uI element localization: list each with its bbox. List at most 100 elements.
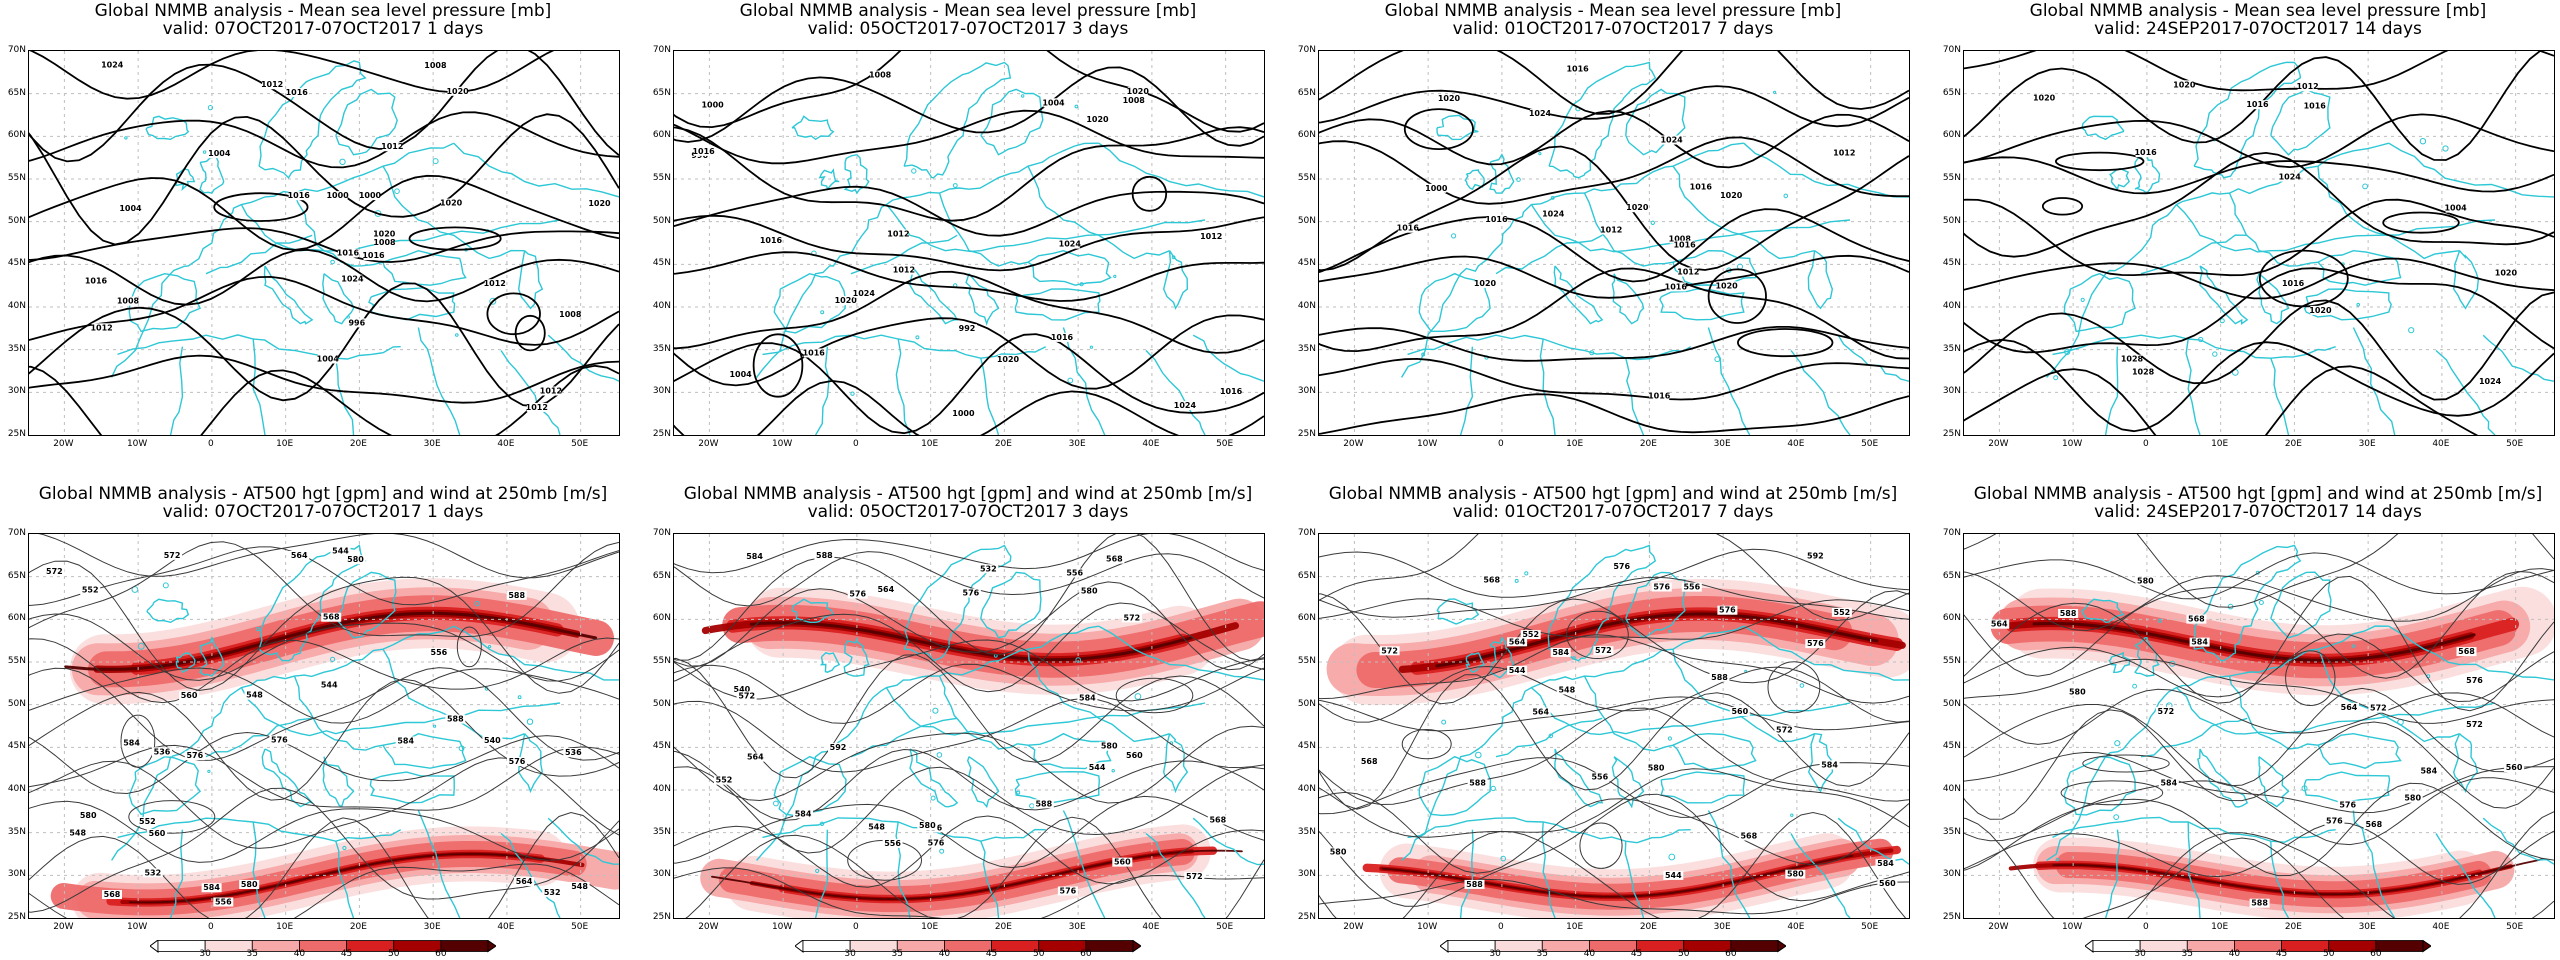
contour-value-label: 588 [1711,673,1728,682]
lon-tick-label: 30E [1068,439,1086,449]
contour-value-label: 1000 [1425,184,1448,193]
coastline-layer [2046,544,2554,918]
contour-value-label: 1016 [337,249,360,258]
lon-tick-label: 50E [1216,922,1234,932]
contour-value-label: 1024 [1529,109,1552,118]
lat-tick-label: 65N [7,570,26,581]
panel-title: Global NMMB analysis - Mean sea level pr… [663,2,1273,38]
contour-value-label: 584 [397,737,414,746]
contour-value-label: 568 [1483,576,1500,585]
lat-tick-label: 45N [1297,258,1316,269]
lat-tick-label: 30N [7,386,26,397]
contour-value-label: 568 [1106,555,1123,564]
lat-tick-label: 35N [1297,826,1316,837]
contour-value-label: 560 [1126,751,1143,760]
lon-tick-label: 10W [1416,922,1438,932]
lat-tick-label: 25N [7,429,26,439]
lon-tick-label: 50E [1216,439,1234,449]
lat-tick-label: 50N [1942,215,1961,226]
contour-value-label: 1020 [997,355,1020,364]
colorbar-tick-label: 40 [1583,949,1596,959]
contour-value-label: 584 [795,809,812,818]
contour-value-label: 1020 [2173,80,2196,89]
lat-tick-label: 45N [7,741,26,752]
lat-tick-label: 60N [652,613,671,624]
contour-value-label: 580 [1787,870,1804,879]
contour-value-label: 1012 [381,142,403,151]
contour-value-label: 576 [2466,676,2483,685]
contour-value-label: 588 [447,715,464,724]
contour-value-label: 1024 [1660,136,1683,145]
contour-value-label: 548 [868,822,885,831]
contour-value-label: 1016 [1566,64,1589,73]
lat-tick-label: 60N [652,130,671,141]
contour-value-label: 560 [181,691,198,700]
contour-value-label: 560 [1731,707,1748,716]
panel-title-line2: valid: 07OCT2017-07OCT2017 1 days [162,502,484,522]
contour-value-label: 1016 [2134,148,2157,157]
contour-value-label: 1004 [317,355,340,364]
contour-value-label: 1028 [2121,355,2144,364]
lat-tick-label: 50N [652,215,671,226]
lat-tick-label: 35N [1297,343,1316,354]
contour-value-label: 580 [1330,848,1347,857]
contour-value-label: 568 [1740,832,1757,841]
contour-value-label: 1024 [1542,210,1565,219]
lat-tick-label: 40N [652,301,671,311]
lon-tick-label: 20W [53,439,74,449]
coastline-layer [756,61,1264,435]
contour-value-label: 548 [246,691,263,700]
contour-value-label: 1004 [208,149,231,158]
lon-tick-label: 50E [571,922,589,932]
lat-tick-label: 50N [1297,215,1316,226]
contour-value-label: 1012 [1200,232,1222,241]
contour-value-label: 568 [104,890,121,899]
contour-value-label: 572 [46,567,63,576]
colorbar-tick-label: 50 [1032,949,1045,959]
lon-tick-label: 20W [1343,439,1364,449]
contour-value-label: 576 [1719,606,1736,615]
lat-tick-label: 30N [1297,869,1316,880]
lon-tick-label: 20E [994,922,1012,932]
lon-tick-label: 50E [1861,439,1879,449]
lat-tick-label: 50N [7,215,26,226]
contour-value-label: 564 [747,753,764,762]
contour-value-label: 568 [1209,816,1226,825]
contour-value-label: 544 [1665,871,1682,880]
lon-tick-label: 40E [497,922,515,932]
lon-tick-label: 0 [2143,439,2149,449]
contour-value-label: 584 [1079,694,1096,703]
contour-value-label: 576 [1807,639,1824,648]
contour-value-label: 572 [164,551,181,560]
lon-tick-label: 20W [1988,439,2009,449]
contour-value-label: 556 [884,839,901,848]
contour-value-label: 1000 [326,191,349,200]
lat-tick-label: 30N [1942,386,1961,397]
lon-tick-label: 10E [921,439,939,449]
colorbar-tick-label: 30 [199,949,211,959]
lon-tick-label: 10E [1566,439,1584,449]
lat-tick-label: 65N [7,87,26,98]
contour-value-label: 1012 [893,266,915,275]
lon-tick-label: 40E [2432,922,2450,932]
lon-tick-label: 20W [698,439,719,449]
contour-value-label: 544 [1509,666,1526,675]
colorbar-tick-label: 35 [891,949,903,959]
lat-tick-label: 55N [1297,656,1316,666]
lon-tick-label: 40E [1142,922,1160,932]
contour-value-label: 584 [1877,859,1894,868]
wind-shading-layer [1990,586,2554,918]
colorbar-tick-label: 35 [246,949,258,959]
lon-tick-label: 10W [126,922,148,932]
contour-value-label: 588 [2251,899,2268,908]
lon-tick-label: 30E [1713,922,1731,932]
lon-tick-label: 40E [1787,922,1805,932]
panel-title: Global NMMB analysis - AT500 hgt [gpm] a… [1308,485,1918,521]
colorbar-tick-label: 30 [1489,949,1501,959]
lon-tick-label: 0 [853,922,859,932]
lat-tick-label: 30N [652,869,671,880]
wind-colorbar [2085,940,2431,953]
colorbar-tick-label: 60 [2370,949,2382,959]
lat-tick-label: 70N [7,45,26,55]
lat-tick-label: 25N [1297,429,1316,439]
